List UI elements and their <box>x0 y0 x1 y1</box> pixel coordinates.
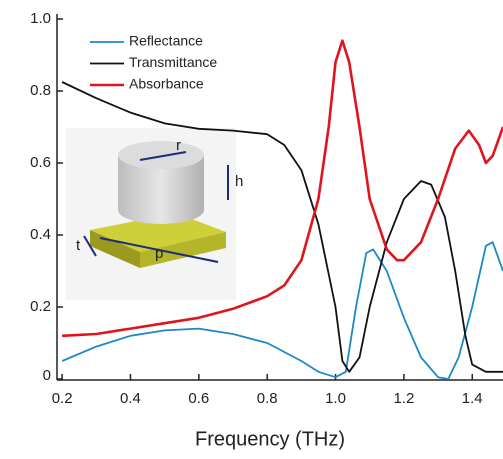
x-tick-label: 0.4 <box>120 390 141 407</box>
x-tick-label: 0.8 <box>257 390 278 407</box>
series-line <box>62 39 503 338</box>
x-tick-label: 1.2 <box>393 390 414 407</box>
inset-label: p <box>155 245 163 262</box>
inset-label: r <box>176 137 181 154</box>
series-line <box>61 241 503 380</box>
x-tick-label: 0.6 <box>188 390 209 407</box>
x-axis-title: Frequency (THz) <box>195 428 345 450</box>
cylinder-body <box>118 155 204 224</box>
slab-front <box>140 232 226 268</box>
legend-label: Absorbance <box>129 76 204 92</box>
legend-label: Reflectance <box>129 33 203 49</box>
inset: r h t p <box>66 128 243 300</box>
x-tick-label: 1.0 <box>325 390 346 407</box>
y-tick-label: 0.6 <box>30 154 51 171</box>
y-tick-label: 0.2 <box>30 298 51 315</box>
series-line <box>61 81 503 373</box>
y-tick-label: 1.0 <box>30 10 51 27</box>
legend: Reflectance Transmittance Absorbance <box>90 33 217 92</box>
plot-lines <box>61 39 503 380</box>
y-tick-label: 0.4 <box>30 226 51 243</box>
x-tick-label: 0.2 <box>52 390 73 407</box>
cylinder-top <box>118 141 204 169</box>
x-tick-label: 1.4 <box>462 390 483 407</box>
legend-label: Transmittance <box>129 54 217 70</box>
inset-label: h <box>235 173 243 190</box>
dimension-arrows <box>83 151 229 263</box>
y-tick-label: 0.8 <box>30 82 51 99</box>
y-tick-label: 0 <box>43 367 51 384</box>
inset-label: t <box>76 237 81 254</box>
